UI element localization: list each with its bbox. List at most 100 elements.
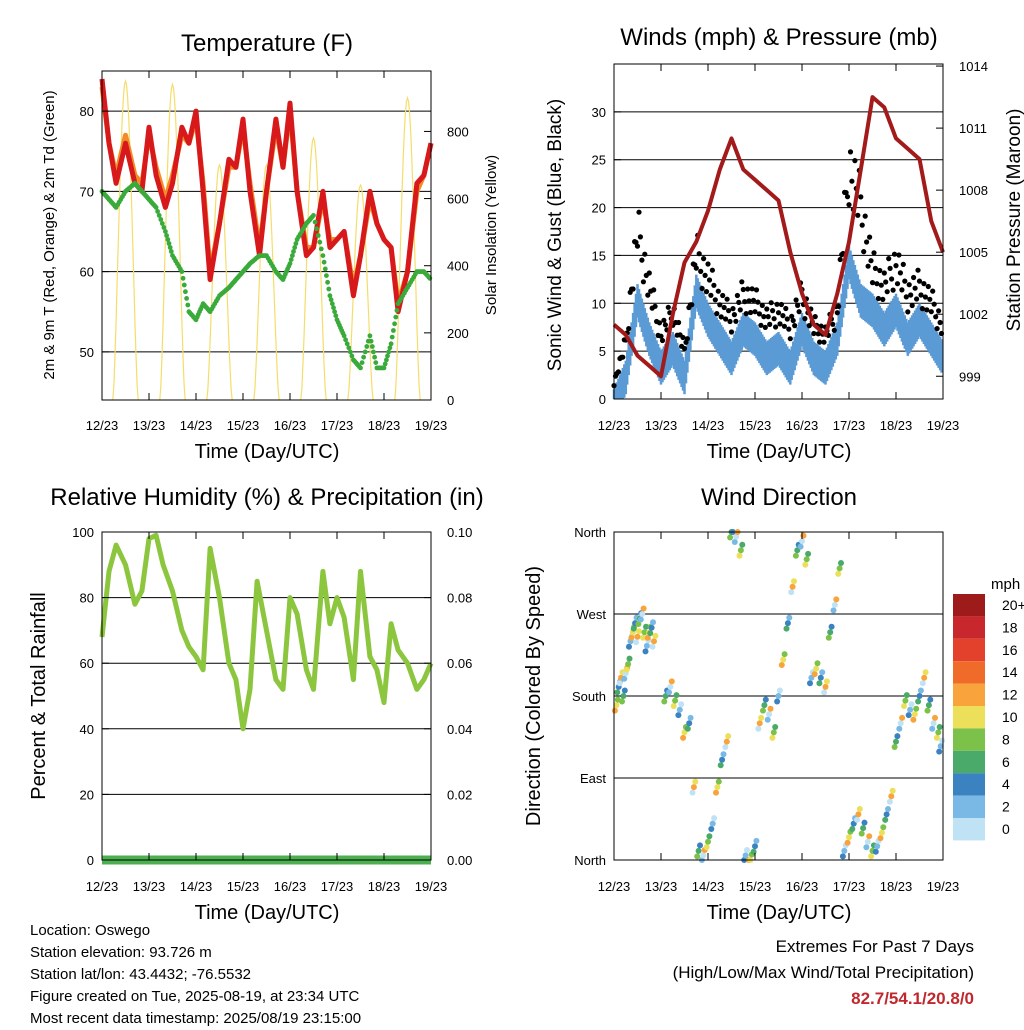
- gust-point: [693, 265, 699, 271]
- solar-insolation-line: [206, 163, 233, 401]
- direction-point: [781, 651, 788, 658]
- dewpoint-point: [393, 314, 399, 320]
- gust-point: [748, 309, 754, 316]
- direction-point: [727, 534, 734, 541]
- colorbar-swatch: [953, 728, 985, 751]
- direction-point: [797, 543, 804, 550]
- direction-point: [813, 665, 820, 672]
- x-tick-label: 19/23: [415, 418, 448, 433]
- direction-point: [666, 689, 672, 696]
- dewpoint-point: [368, 338, 374, 344]
- direction-point: [711, 815, 718, 822]
- gust-point: [681, 345, 688, 352]
- direction-point: [635, 628, 642, 635]
- y-tick-label: 25: [592, 153, 606, 168]
- y-tick-label: 70: [80, 184, 94, 199]
- gust-point: [656, 320, 663, 326]
- dewpoint-point: [293, 241, 299, 246]
- gust-point: [846, 202, 852, 208]
- gust-point: [736, 299, 742, 305]
- dewpoint-point: [314, 226, 319, 232]
- x-tick-label: 13/23: [133, 418, 166, 433]
- dewpoint-point: [325, 279, 330, 285]
- direction-point: [621, 687, 628, 694]
- gust-point: [726, 308, 732, 314]
- gust-point: [721, 304, 727, 311]
- direction-point: [937, 743, 944, 750]
- direction-point: [614, 689, 621, 696]
- direction-point: [722, 744, 729, 750]
- gust-point: [712, 297, 718, 303]
- direction-point: [836, 565, 843, 572]
- direction-point: [910, 716, 917, 723]
- gust-point: [651, 287, 657, 293]
- colorbar-label: 10: [1002, 709, 1018, 725]
- gust-point: [786, 326, 792, 332]
- y-tick-label: 20: [80, 787, 94, 802]
- direction-point: [915, 698, 922, 705]
- direction-point: [784, 620, 791, 627]
- gust-point: [792, 323, 798, 329]
- dewpoint-point: [163, 229, 168, 234]
- gust-point: [903, 294, 909, 300]
- humidity-ylabel: Percent & Total Rainfall: [28, 592, 50, 800]
- figure-created: Figure created on Tue, 2025-08-19, at 23…: [30, 988, 360, 1005]
- gust-point: [636, 209, 642, 215]
- direction-point: [709, 820, 716, 827]
- colorbar-label: 2: [1002, 799, 1010, 815]
- gust-point: [709, 267, 716, 273]
- gust-point: [775, 310, 782, 316]
- solar-insolation-line: [253, 163, 280, 401]
- direction-ylabel: Direction (Colored By Speed): [523, 566, 545, 826]
- gust-point: [745, 286, 751, 292]
- dewpoint-point: [333, 313, 339, 319]
- x-tick-label: 17/23: [321, 879, 354, 894]
- direction-point: [799, 538, 805, 545]
- colorbar-label: 4: [1002, 776, 1010, 792]
- direction-point: [927, 696, 934, 703]
- direction-point: [863, 844, 870, 851]
- direction-point: [913, 705, 920, 712]
- gust-point: [645, 292, 651, 298]
- direction-point: [652, 632, 659, 639]
- colorbar-swatch: [953, 638, 985, 662]
- dewpoint-point: [322, 266, 328, 272]
- direction-point: [676, 706, 683, 713]
- gust-point: [793, 297, 799, 303]
- direction-point: [639, 611, 646, 617]
- direction-point: [830, 607, 837, 614]
- gust-point: [914, 296, 920, 302]
- direction-point: [713, 789, 719, 796]
- dewpoint-point: [382, 361, 388, 367]
- direction-point: [786, 614, 793, 621]
- direction-point: [626, 655, 633, 662]
- gust-point: [921, 281, 927, 287]
- direction-point: [924, 707, 931, 714]
- gust-point: [634, 243, 641, 249]
- gust-point: [787, 336, 793, 342]
- gust-point: [734, 292, 741, 299]
- gust-point: [640, 279, 647, 285]
- gust-point: [790, 317, 796, 324]
- direction-point: [635, 621, 642, 627]
- gust-point: [703, 289, 710, 295]
- gust-point: [637, 234, 644, 240]
- colorbar-swatch: [953, 594, 985, 617]
- direction-panel: Wind Direction Time (Day/UTC) Direction …: [523, 484, 1024, 924]
- y-tick-label: 40: [80, 722, 94, 737]
- direction-point: [650, 619, 656, 626]
- direction-point: [854, 816, 860, 823]
- dewpoint-point: [387, 345, 393, 351]
- direction-point: [667, 683, 674, 690]
- y-tick-label: 0: [87, 853, 94, 868]
- dewpoint-point: [358, 365, 363, 371]
- direction-point: [692, 778, 699, 785]
- direction-point: [807, 680, 813, 687]
- direction-point: [766, 711, 773, 718]
- gust-point: [733, 318, 739, 324]
- x-tick-label: 16/23: [786, 418, 819, 433]
- x-tick-label: 12/23: [86, 879, 119, 894]
- colorbar-label: 18: [1002, 619, 1018, 635]
- extremes-values: 82.7/54.1/20.8/0: [851, 989, 974, 1008]
- gust-point: [771, 316, 777, 322]
